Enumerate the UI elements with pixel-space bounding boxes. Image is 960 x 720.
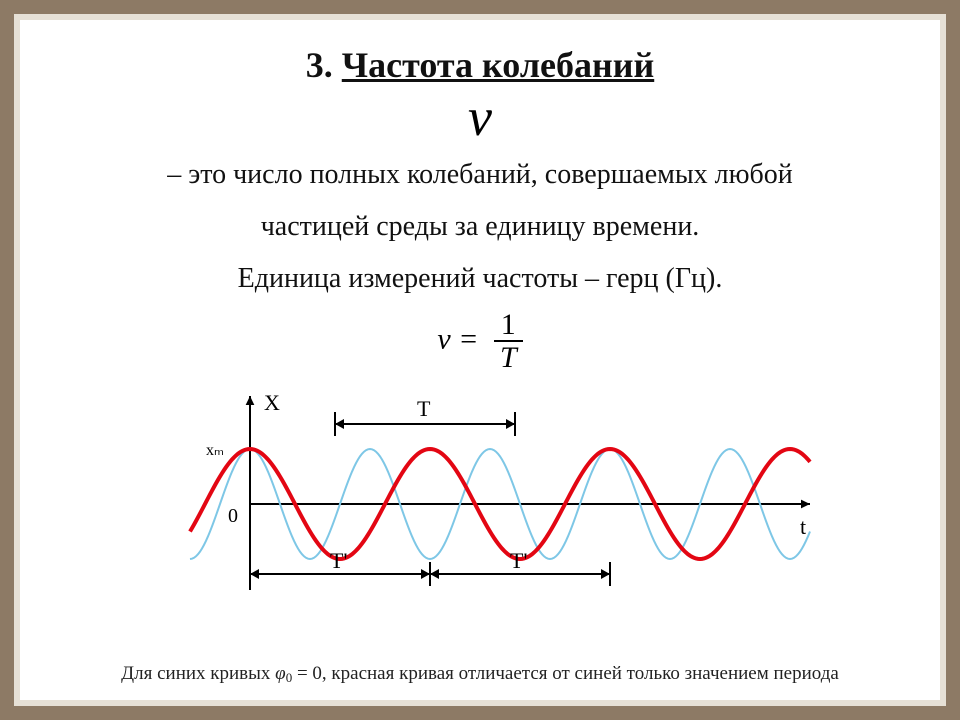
wave-chart: Xt 0 xₘ T T' T' bbox=[130, 384, 830, 604]
title-number: 3. bbox=[306, 45, 342, 85]
wave-chart-container: Xt 0 xₘ T T' T' bbox=[60, 384, 900, 604]
formula-denominator: T bbox=[494, 340, 523, 374]
svg-text:t: t bbox=[800, 514, 806, 539]
footnote: Для синих кривых φ0 = 0, красная кривая … bbox=[20, 663, 940, 686]
definition-line-2: частицей среды за единицу времени. bbox=[60, 204, 900, 250]
formula-lhs: ν bbox=[437, 322, 450, 355]
slide-outer-frame: 3. Частота колебаний ν – это число полны… bbox=[0, 0, 960, 720]
slide-title: 3. Частота колебаний bbox=[60, 44, 900, 86]
svg-text:T: T bbox=[417, 396, 431, 421]
footnote-eq-zero: = 0, bbox=[292, 663, 331, 684]
units-line: Единица измерений частоты – герц (Гц). bbox=[60, 256, 900, 302]
formula-numerator: 1 bbox=[494, 309, 523, 341]
footnote-after: красная кривая отличается от синей тольк… bbox=[331, 663, 838, 684]
footnote-before: Для синих кривых bbox=[121, 663, 275, 684]
slide-page: 3. Частота колебаний ν – это число полны… bbox=[20, 20, 940, 700]
formula-nu-equals-1-over-T: ν = 1T bbox=[60, 309, 900, 374]
definition-line-1: – это число полных колебаний, совершаемы… bbox=[60, 152, 900, 198]
wave-chart-svg: Xt 0 xₘ T T' T' bbox=[130, 384, 830, 604]
svg-text:X: X bbox=[264, 390, 280, 415]
svg-text:T': T' bbox=[330, 548, 347, 573]
svg-text:T': T' bbox=[510, 548, 527, 573]
formula-eq: = bbox=[451, 322, 486, 355]
svg-text:0: 0 bbox=[228, 505, 238, 527]
footnote-phi: φ bbox=[275, 663, 286, 684]
slide-mat: 3. Частота колебаний ν – это число полны… bbox=[14, 14, 946, 706]
symbol-nu-large: ν bbox=[60, 90, 900, 144]
formula-fraction: 1T bbox=[494, 309, 523, 374]
title-text: Частота колебаний bbox=[342, 45, 654, 85]
svg-text:xₘ: xₘ bbox=[206, 442, 224, 459]
